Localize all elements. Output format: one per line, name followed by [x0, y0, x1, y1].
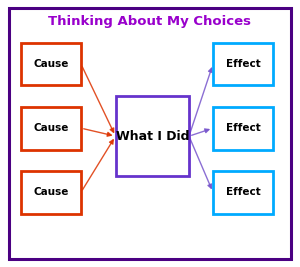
Text: Effect: Effect: [226, 187, 260, 197]
Bar: [21, 171, 81, 214]
Text: Thinking About My Choices: Thinking About My Choices: [49, 15, 251, 28]
Text: Cause: Cause: [33, 123, 69, 133]
Bar: [213, 107, 273, 150]
Bar: [21, 43, 81, 85]
Bar: [116, 96, 189, 176]
Bar: [21, 107, 81, 150]
Text: Effect: Effect: [226, 59, 260, 69]
Bar: [213, 43, 273, 85]
Bar: [213, 171, 273, 214]
Text: Effect: Effect: [226, 123, 260, 133]
Text: Cause: Cause: [33, 59, 69, 69]
Text: Cause: Cause: [33, 187, 69, 197]
Text: What I Did: What I Did: [116, 130, 189, 143]
